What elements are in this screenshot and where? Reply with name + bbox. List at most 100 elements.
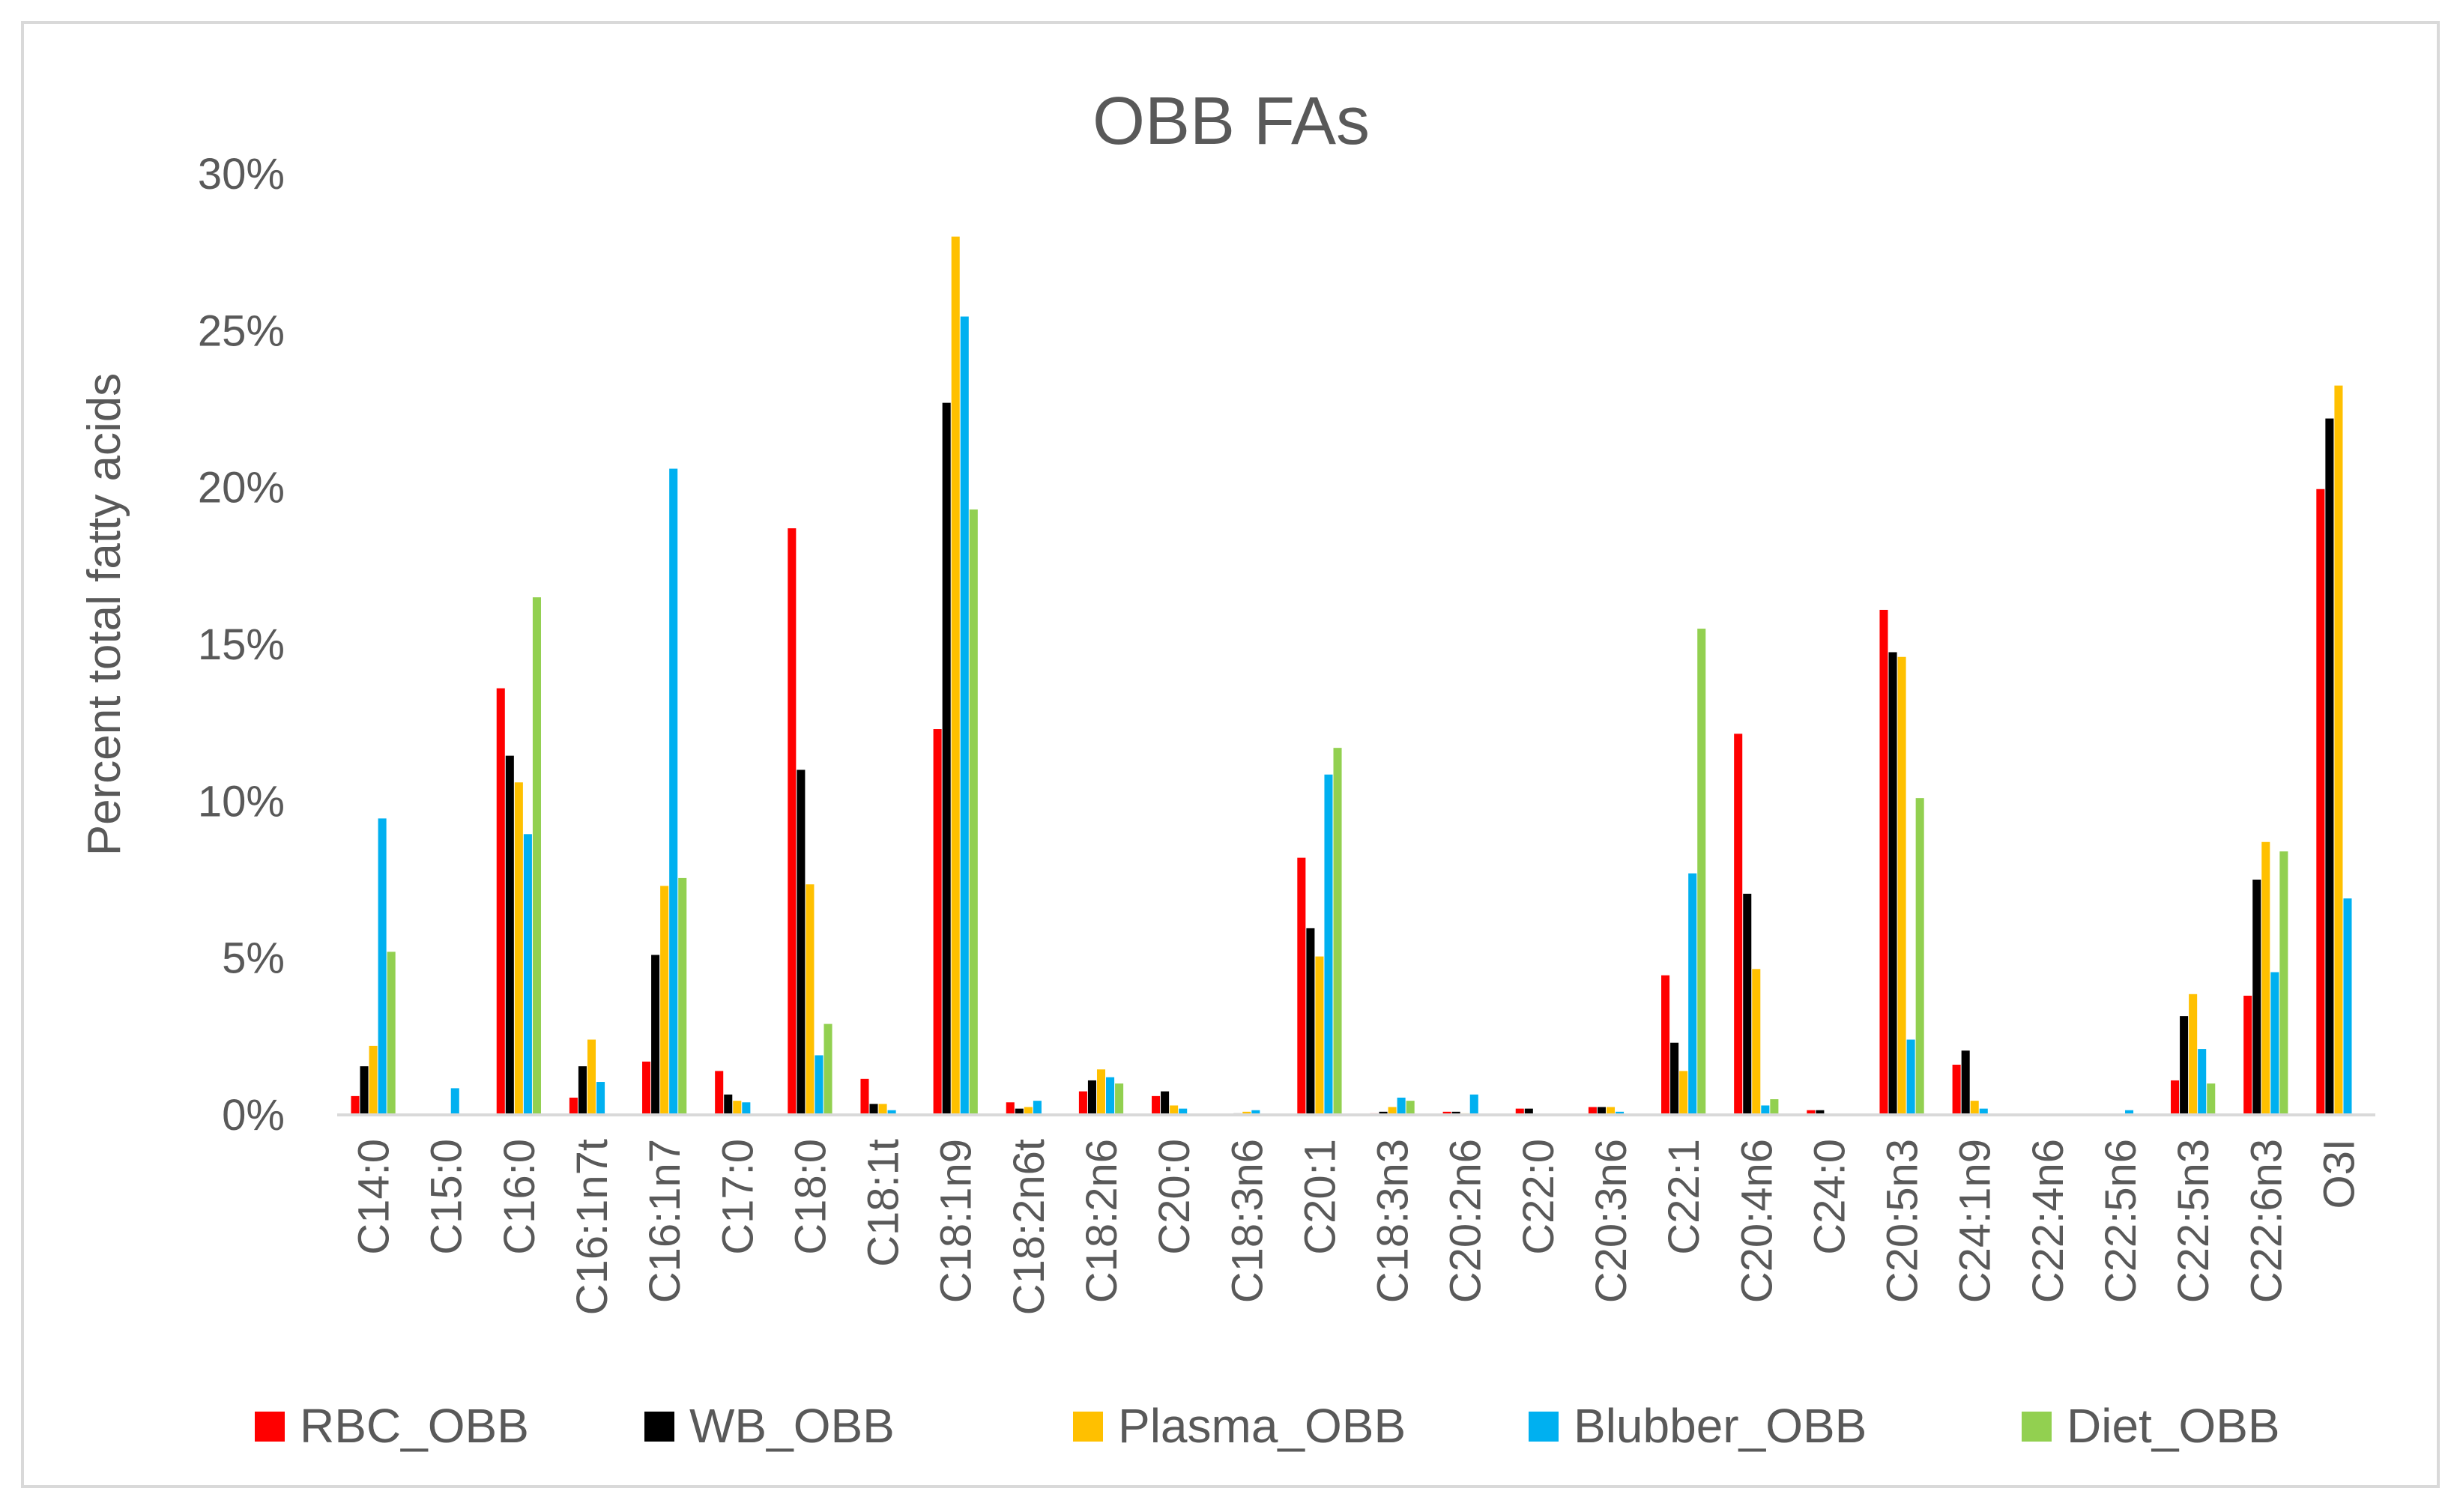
y-tick-label: 10% (198, 777, 285, 826)
bar-RBC_OBB-C22:0 (1515, 1108, 1524, 1115)
bar-Diet_OBB-C18:1n9 (969, 509, 978, 1115)
bar-Plasma_OBB-C22:1 (1679, 1071, 1688, 1115)
bar-Plasma_OBB-O3I (2334, 385, 2343, 1115)
bar-RBC_OBB-C22:5n3 (2171, 1080, 2180, 1115)
legend-swatch-RBC_OBB (255, 1412, 285, 1442)
x-tick-label: C18:3n6 (1223, 1139, 1272, 1303)
bar-RBC_OBB-C20:3n6 (1588, 1107, 1597, 1115)
legend-label: RBC_OBB (300, 1399, 529, 1453)
bar-Blubber_OBB-C18:2n6t (1033, 1101, 1042, 1115)
bar-WB_OBB-C16:1n7t (578, 1066, 587, 1115)
bar-Blubber_OBB-O3I (2343, 898, 2352, 1115)
bars (351, 236, 2352, 1116)
bar-Plasma_OBB-C20:0 (1170, 1105, 1179, 1115)
bar-Blubber_OBB-C18:0 (815, 1055, 823, 1115)
bar-WB_OBB-C18:2n6 (1087, 1080, 1096, 1115)
bar-Diet_OBB-C22:1 (1697, 629, 1706, 1115)
bar-WB_OBB-C22:5n3 (2180, 1016, 2189, 1115)
bar-WB_OBB-C18:3n3 (1379, 1111, 1388, 1115)
bar-RBC_OBB-C24:1n9 (1952, 1065, 1961, 1115)
bar-Blubber_OBB-C16:0 (523, 834, 532, 1115)
bar-Blubber_OBB-C20:5n3 (1906, 1039, 1915, 1115)
bar-RBC_OBB-C22:6n3 (2243, 995, 2252, 1115)
chart-frame (21, 21, 2440, 1488)
bar-Blubber_OBB-C18:3n3 (1397, 1097, 1406, 1115)
x-tick-label: C20:1 (1296, 1139, 1344, 1255)
bar-RBC_OBB-C16:0 (496, 688, 505, 1115)
bar-Plasma_OBB-C22:6n3 (2261, 841, 2270, 1115)
bar-Plasma_OBB-C18:0 (806, 884, 815, 1115)
bar-Plasma_OBB-C16:1n7t (587, 1039, 596, 1115)
bar-Blubber_OBB-C20:1 (1324, 774, 1333, 1115)
bar-Blubber_OBB-C20:3n6 (1616, 1111, 1625, 1115)
bar-Blubber_OBB-C16:1n7t (596, 1082, 605, 1115)
bar-Diet_OBB-C18:3n3 (1406, 1101, 1415, 1115)
bar-WB_OBB-C20:3n6 (1597, 1107, 1606, 1115)
bar-Diet_OBB-C20:4n6 (1770, 1099, 1779, 1115)
y-tick-label: 5% (222, 934, 285, 983)
bar-Plasma_OBB-C16:0 (514, 782, 523, 1115)
bar-Blubber_OBB-C22:6n3 (2270, 972, 2279, 1115)
bar-Plasma_OBB-C20:5n3 (1897, 656, 1906, 1115)
bar-Diet_OBB-C22:5n3 (2207, 1083, 2216, 1115)
bar-Blubber_OBB-C18:1n9 (960, 316, 969, 1115)
x-tick-label: C15:0 (423, 1139, 471, 1255)
legend-swatch-Plasma_OBB (1073, 1412, 1103, 1442)
bar-Diet_OBB-C18:2n6 (1115, 1083, 1124, 1115)
x-tick-label: C24:1n9 (1951, 1139, 2000, 1303)
bar-Blubber_OBB-C16:1n7 (669, 468, 678, 1115)
bar-Plasma_OBB-C14:0 (369, 1045, 378, 1115)
y-tick-label: 15% (198, 620, 285, 669)
legend-label: Diet_OBB (2067, 1399, 2280, 1453)
x-tick-label: C22:5n6 (2097, 1139, 2145, 1303)
bar-Plasma_OBB-C17:0 (733, 1101, 742, 1115)
bar-Blubber_OBB-C22:5n3 (2198, 1049, 2207, 1115)
bar-Blubber_OBB-C20:4n6 (1761, 1105, 1770, 1115)
bar-WB_OBB-C20:4n6 (1743, 893, 1752, 1115)
bar-Diet_OBB-C20:1 (1333, 748, 1342, 1115)
x-tick-label: C17:0 (713, 1139, 762, 1255)
x-tick-label: C18:1t (859, 1139, 908, 1267)
x-tick-label: C18:3n3 (1369, 1139, 1418, 1303)
x-tick-label: C20:2n6 (1442, 1139, 1490, 1303)
bar-WB_OBB-C24:1n9 (1961, 1050, 1970, 1115)
bar-Blubber_OBB-C24:1n9 (1979, 1108, 1988, 1115)
bar-RBC_OBB-C20:2n6 (1442, 1111, 1451, 1115)
bar-WB_OBB-C20:5n3 (1888, 652, 1897, 1115)
bar-Plasma_OBB-C18:3n3 (1388, 1107, 1397, 1115)
bar-Blubber_OBB-C18:3n6 (1251, 1110, 1260, 1115)
bar-RBC_OBB-C18:0 (788, 528, 797, 1115)
bar-Diet_OBB-C16:1n7 (678, 877, 687, 1115)
bar-Plasma_OBB-C20:3n6 (1606, 1107, 1616, 1115)
bar-RBC_OBB-C16:1n7t (569, 1097, 578, 1115)
bar-WB_OBB-C22:0 (1524, 1108, 1533, 1115)
y-tick-label: 0% (222, 1091, 285, 1140)
bar-RBC_OBB-C18:1t (860, 1078, 869, 1115)
bar-Plasma_OBB-C20:1 (1315, 956, 1324, 1115)
y-tick-label: 30% (198, 150, 285, 199)
legend-label: Plasma_OBB (1118, 1399, 1406, 1453)
bar-RBC_OBB-C17:0 (715, 1071, 724, 1115)
x-tick-label: C18:2n6t (1005, 1139, 1054, 1315)
bar-Diet_OBB-C14:0 (387, 952, 396, 1115)
bar-RBC_OBB-C16:1n7 (642, 1061, 651, 1115)
legend-swatch-WB_OBB (644, 1412, 674, 1442)
x-tick-label: C22:1 (1660, 1139, 1708, 1255)
x-tick-label: C16:1n7t (568, 1139, 617, 1315)
x-tick-label: C20:0 (1150, 1139, 1199, 1255)
bar-Plasma_OBB-C18:2n6t (1024, 1107, 1033, 1115)
bar-WB_OBB-C22:6n3 (2252, 880, 2261, 1115)
bar-WB_OBB-O3I (2325, 418, 2334, 1115)
bar-Blubber_OBB-C15:0 (450, 1088, 459, 1115)
bar-Blubber_OBB-C22:1 (1688, 873, 1697, 1115)
x-tick-label: C22:6n3 (2242, 1139, 2291, 1303)
bar-WB_OBB-C14:0 (360, 1066, 369, 1115)
bar-WB_OBB-C20:0 (1161, 1091, 1170, 1115)
bar-Diet_OBB-C20:5n3 (1915, 798, 1924, 1115)
bar-WB_OBB-C16:1n7 (651, 955, 660, 1115)
bar-WB_OBB-C20:1 (1306, 928, 1315, 1115)
bar-RBC_OBB-C24:0 (1807, 1110, 1816, 1115)
bar-Blubber_OBB-C17:0 (742, 1102, 751, 1115)
y-axis-label: Percent total fatty acids (79, 373, 130, 856)
